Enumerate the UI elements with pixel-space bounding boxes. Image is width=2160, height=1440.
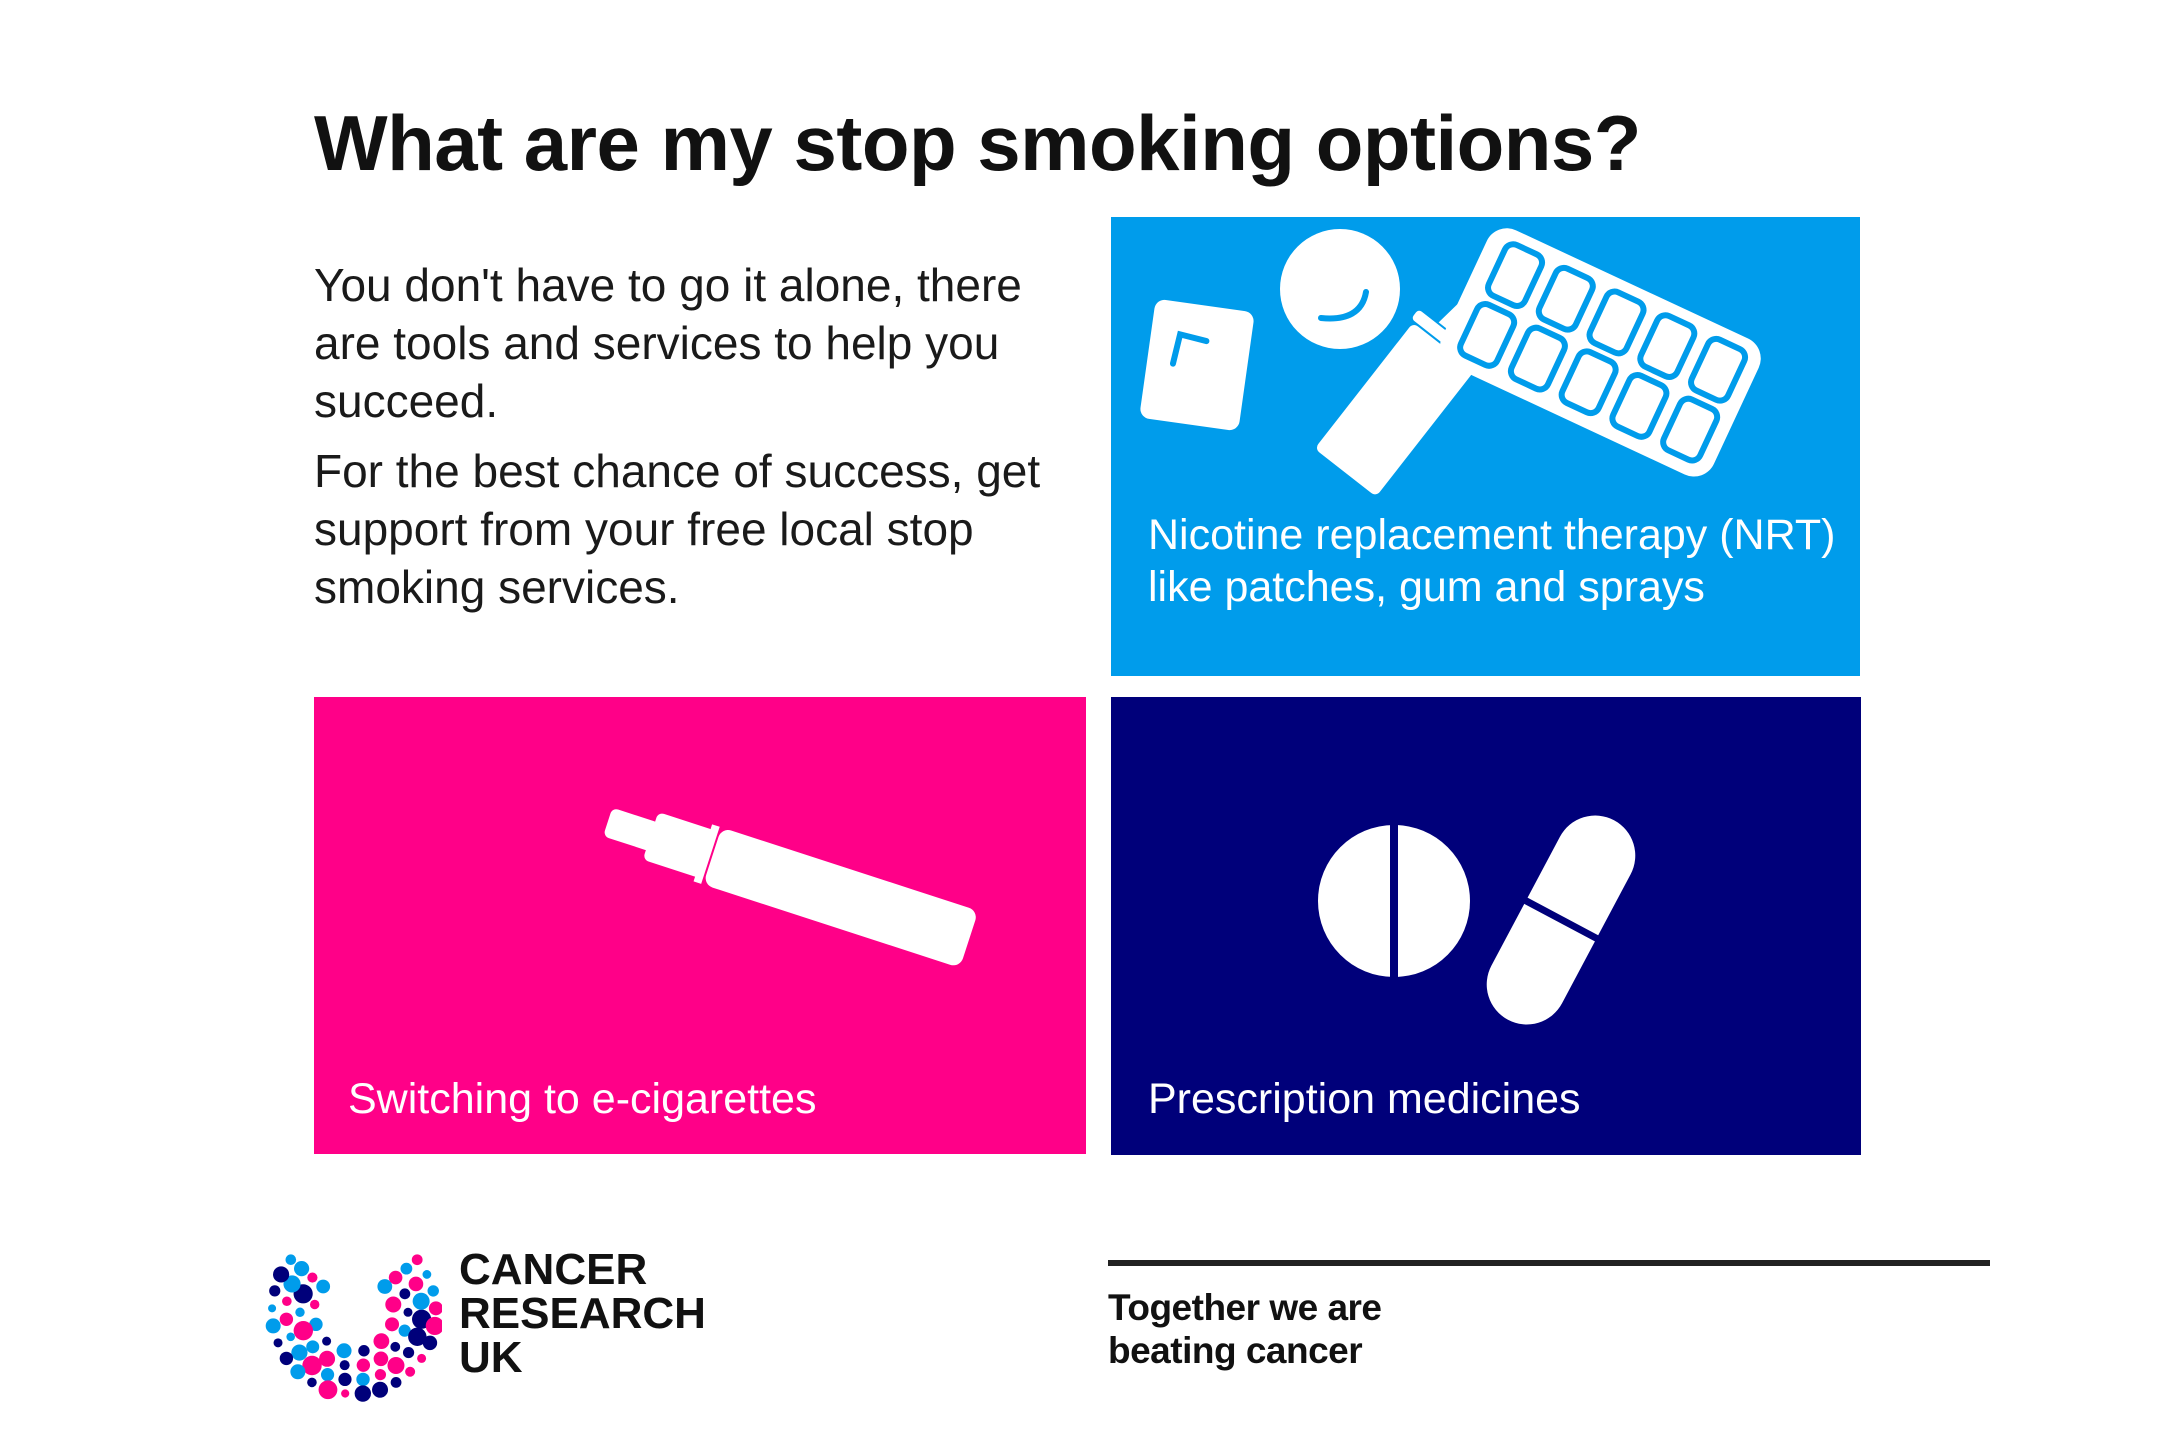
logo-dot (285, 1254, 297, 1266)
tagline: Together we are beating cancer (1108, 1286, 1382, 1372)
option-card-prescription: Prescription medicines (1111, 697, 1861, 1155)
logo-dot (403, 1307, 413, 1317)
logo-dot (405, 1366, 416, 1377)
pills-icon (1318, 815, 1636, 1025)
logo-dot (286, 1332, 295, 1342)
logo-dot (265, 1318, 281, 1334)
blister-cavity (1660, 395, 1721, 464)
intro-paragraph: You don't have to go it alone, there are… (314, 259, 1022, 427)
logo-dot (339, 1360, 350, 1371)
logo-line: CANCER (459, 1245, 648, 1294)
logo-dot (390, 1341, 401, 1352)
intro-paragraph: For the best chance of success, get supp… (314, 445, 1041, 613)
logo-dot (356, 1358, 371, 1372)
logo-dot (356, 1372, 370, 1387)
logo-dot (269, 1285, 281, 1297)
logo-dot (374, 1369, 387, 1381)
logo-dot (336, 1343, 352, 1359)
blister-cavity (1535, 264, 1596, 333)
logo-dot (411, 1254, 423, 1266)
logo-dot (295, 1307, 305, 1317)
logo-dot (408, 1327, 427, 1346)
logo-wordmark: CANCER RESEARCH UK (459, 1248, 706, 1380)
logo-dot (290, 1364, 306, 1380)
e-cigarette-icon (604, 809, 976, 966)
logo-dot (279, 1351, 294, 1366)
logo-line: RESEARCH (459, 1289, 706, 1338)
blister-cavity (1609, 372, 1670, 440)
logo-dot (400, 1262, 413, 1275)
logo-dot (427, 1285, 439, 1297)
option-card-nrt: Nicotine replacement therapy (NRT) like … (1111, 217, 1860, 676)
nrt-products-icon (1140, 228, 1761, 495)
logo-dot (279, 1312, 294, 1326)
logo-dot (307, 1377, 317, 1388)
logo-dot (309, 1317, 323, 1332)
logo-dot (282, 1296, 292, 1307)
page-title: What are my stop smoking options? (314, 99, 1641, 187)
logo-dot (273, 1266, 290, 1283)
logo-dot (306, 1340, 320, 1354)
logo-dot (377, 1279, 393, 1294)
logo-dot (316, 1279, 331, 1294)
logo-dot (372, 1381, 389, 1398)
blister-cavity (1688, 335, 1749, 404)
logo-dot (390, 1376, 402, 1388)
logo-dot (293, 1320, 314, 1341)
blister-cavity (1637, 312, 1698, 380)
blister-cavity (1507, 324, 1568, 393)
option-card-e-cigarettes: Switching to e-cigarettes (314, 697, 1086, 1154)
logo-dot (408, 1276, 424, 1292)
logo-dot (302, 1355, 322, 1376)
logo-dot (354, 1385, 372, 1402)
logo-dot (412, 1292, 430, 1310)
logo-dot (291, 1344, 308, 1361)
logo-dot (402, 1346, 415, 1359)
logo-dot (338, 1372, 352, 1386)
blister-cavity (1457, 301, 1518, 369)
logo-dot (318, 1380, 338, 1400)
logo-dot (422, 1335, 438, 1351)
blister-cavity (1586, 288, 1647, 357)
logo-dot (385, 1296, 402, 1313)
logo-dot (387, 1356, 405, 1374)
blister-cavity (1485, 241, 1546, 309)
logo-dot (399, 1288, 411, 1300)
logo-dot (319, 1350, 336, 1367)
logo-line: UK (459, 1333, 523, 1382)
logo-dot (398, 1324, 411, 1337)
cancer-research-uk-logo (265, 1254, 442, 1402)
logo-dot (425, 1316, 442, 1336)
logo-dot (358, 1345, 370, 1357)
blister-cavity (1558, 348, 1619, 417)
logo-dot (283, 1275, 301, 1293)
logo-dot (428, 1301, 442, 1316)
option-label: Nicotine replacement therapy (NRT) like … (1148, 511, 1836, 611)
divider (1108, 1260, 1990, 1266)
logo-dot (385, 1317, 400, 1332)
logo-dot (373, 1333, 390, 1350)
logo-dot (310, 1299, 320, 1310)
logo-dot (388, 1270, 403, 1285)
option-label: Prescription medicines (1148, 1075, 1581, 1123)
option-label: Switching to e-cigarettes (348, 1075, 817, 1123)
logo-dot (273, 1338, 283, 1348)
logo-dot (417, 1353, 427, 1363)
logo-dot (320, 1368, 335, 1382)
logo-dot (294, 1261, 310, 1277)
logo-dot (307, 1272, 318, 1283)
tagline-line: beating cancer (1108, 1330, 1363, 1371)
tagline-line: Together we are (1108, 1287, 1382, 1328)
logo-dot (373, 1351, 389, 1367)
logo-dot (341, 1389, 350, 1398)
logo-dot (422, 1270, 432, 1279)
logo-dot (268, 1304, 277, 1313)
logo-dot (322, 1336, 332, 1346)
